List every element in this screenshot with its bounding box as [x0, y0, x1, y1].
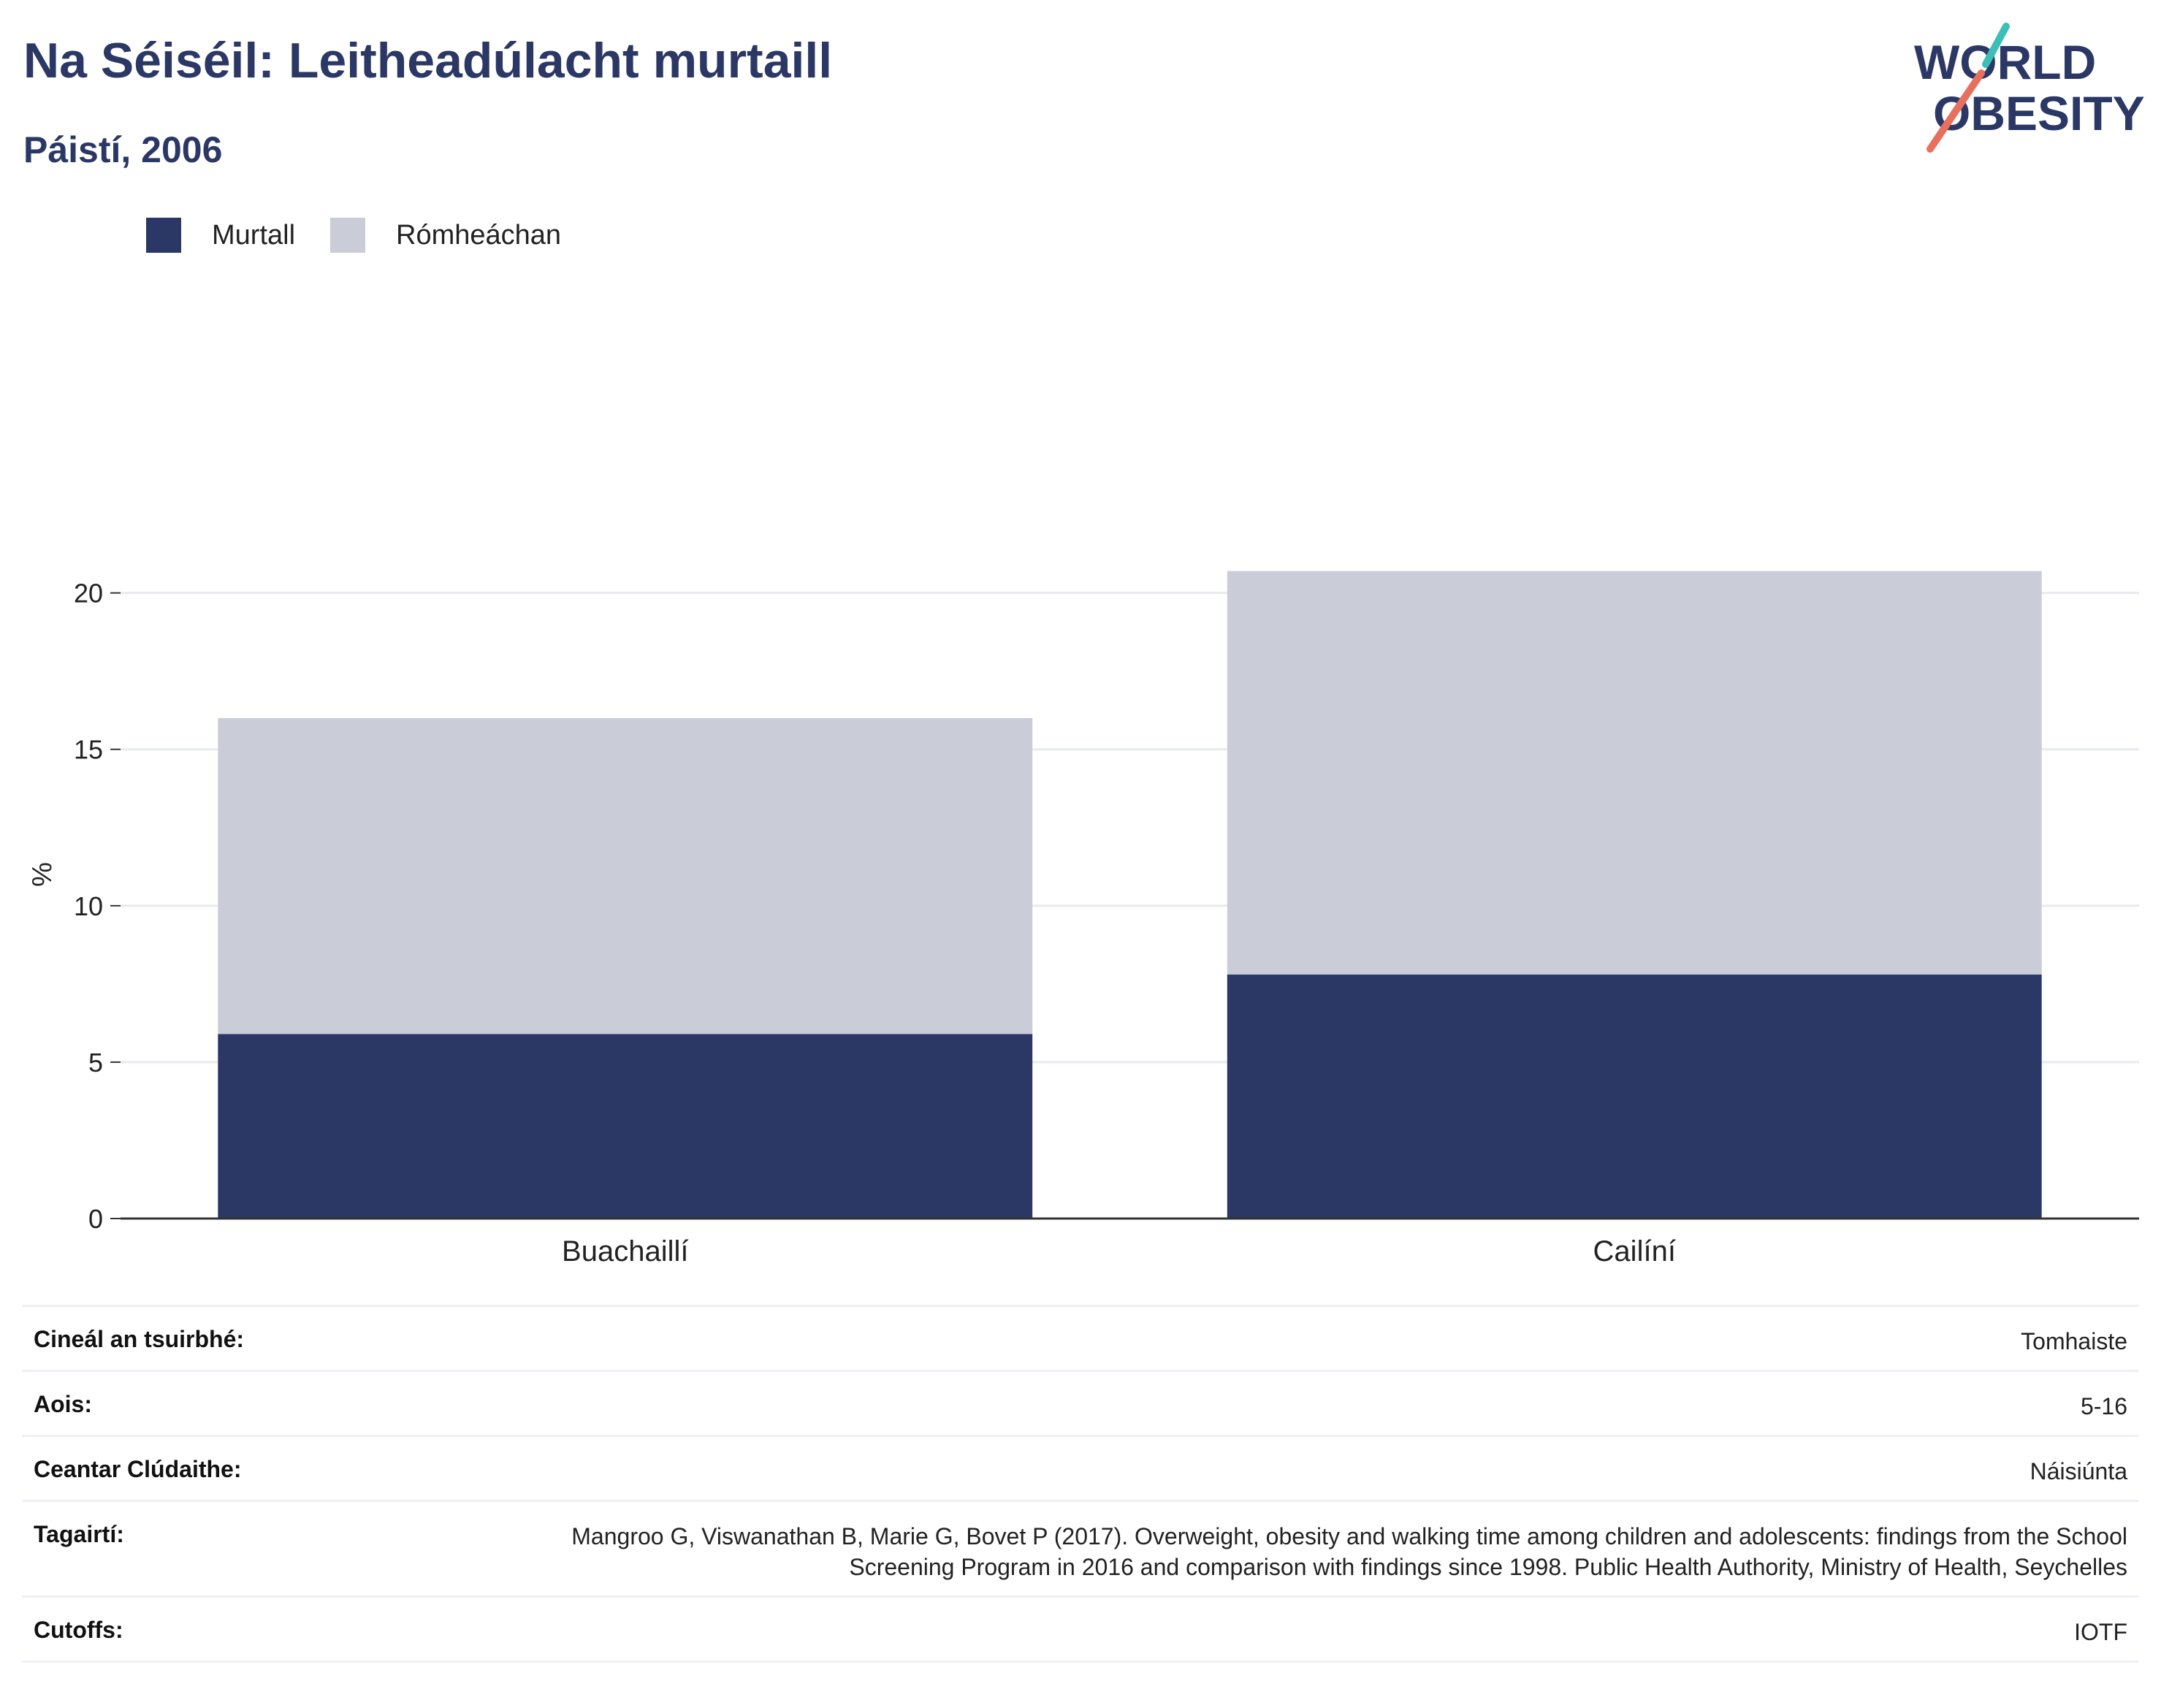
bar-obese-1 — [1227, 975, 2042, 1219]
info-key: Cutoffs: — [34, 1617, 123, 1643]
info-row: Cineál an tsuirbhé: Tomhaiste — [22, 1305, 2139, 1370]
logo-line1: WORLD — [1914, 35, 2096, 89]
bar-obese-0 — [218, 1034, 1033, 1219]
page-title: Na Séiséil: Leitheadúlacht murtaill — [23, 33, 833, 88]
y-axis-title: % — [27, 862, 58, 887]
info-row: Aois: 5-16 — [22, 1370, 2139, 1435]
info-key: Ceantar Clúdaithe: — [34, 1456, 242, 1482]
info-value: Mangroo G, Viswanathan B, Marie G, Bovet… — [571, 1523, 2127, 1580]
info-row: Ceantar Clúdaithe: Náisiúnta — [22, 1435, 2139, 1500]
info-row: Cutoffs: IOTF — [22, 1595, 2139, 1663]
info-value: Tomhaiste — [2021, 1328, 2127, 1354]
bars-layer — [218, 571, 2042, 1219]
stacked-bar-chart: 0 5 10 15 20% Buachaillí Cailíní — [27, 571, 2139, 1267]
x-category-label: Cailíní — [1593, 1235, 1676, 1267]
chart-legend: Murtall Rómheáchan — [146, 218, 596, 253]
info-key: Cineál an tsuirbhé: — [34, 1326, 245, 1352]
x-category-label: Buachaillí — [562, 1235, 688, 1267]
logo-slash-coral — [1926, 69, 1985, 153]
logo-slash-teal — [1982, 23, 2010, 68]
y-tick-label: 5 — [88, 1048, 103, 1078]
survey-info-table: Cineál an tsuirbhé: Tomhaiste Aois: 5-16 Cea… — [22, 1305, 2139, 1663]
bar-overweight-0 — [218, 717, 1033, 1034]
y-tick-label: 0 — [88, 1204, 103, 1234]
legend-item-obese: Murtall — [146, 218, 295, 253]
info-value: Náisiúnta — [2029, 1458, 2127, 1484]
bar-overweight-1 — [1227, 571, 2042, 975]
legend-label-overweight: Rómheáchan — [396, 219, 562, 251]
page-subtitle: Páistí, 2006 — [23, 129, 223, 170]
info-value: 5-16 — [2080, 1393, 2127, 1419]
legend-label-obese: Murtall — [212, 219, 296, 251]
axis-layer: 0 5 10 15 20% Buachaillí Cailíní — [27, 579, 2139, 1267]
y-tick-label: 20 — [74, 579, 103, 609]
info-key: Tagairtí: — [34, 1521, 124, 1547]
info-key: Aois: — [34, 1391, 92, 1417]
y-tick-label: 15 — [74, 735, 103, 765]
legend-item-overweight: Rómheáchan — [330, 218, 561, 253]
info-value: IOTF — [2074, 1619, 2127, 1645]
legend-swatch-overweight — [330, 218, 366, 253]
legend-swatch-obese — [146, 218, 181, 253]
info-row: Tagairtí: Mangroo G, Viswanathan B, Marie… — [22, 1500, 2139, 1595]
world-obesity-logo: WORLD OBESITY — [1914, 23, 2145, 153]
y-tick-label: 10 — [74, 891, 103, 921]
